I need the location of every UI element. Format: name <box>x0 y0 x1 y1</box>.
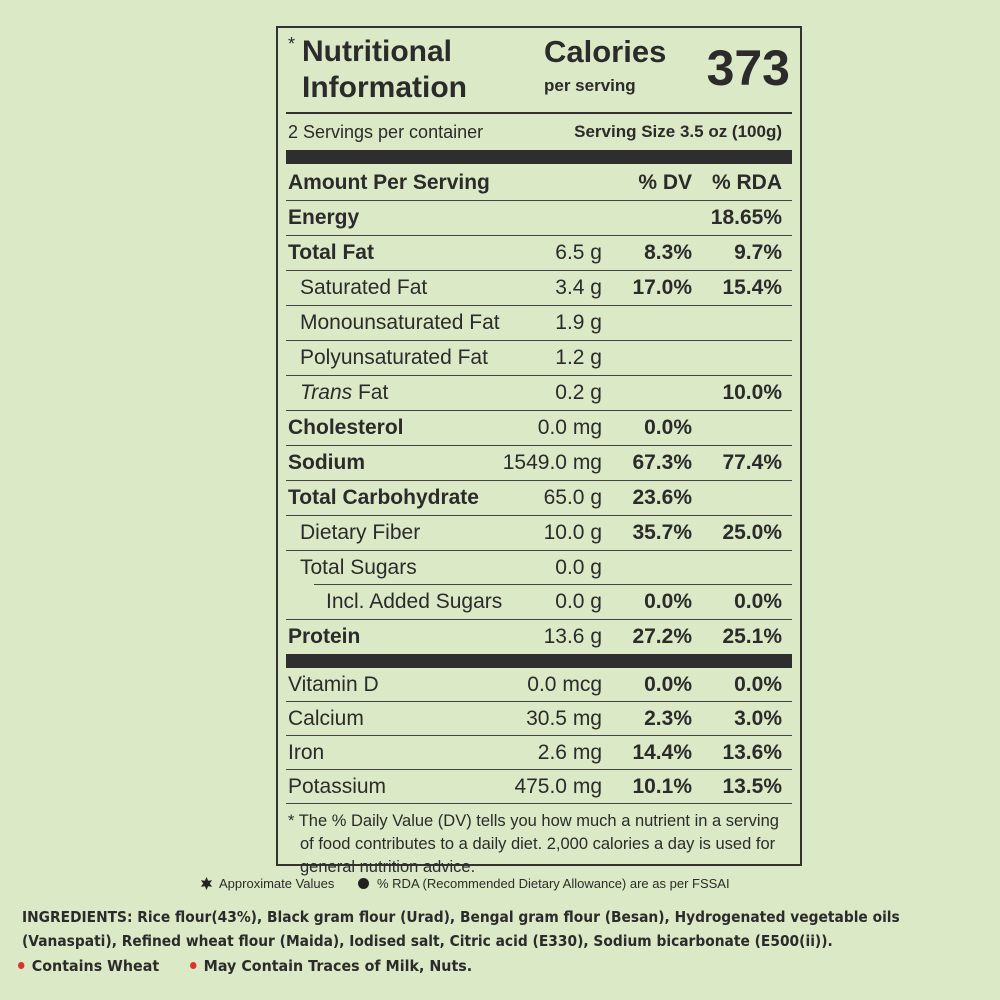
nutrient-row-dietary-fiber: Dietary Fiber 10.0 g 35.7% 25.0% <box>286 516 792 551</box>
label-header: * Nutritional Information Calories per s… <box>286 28 792 112</box>
bullet-icon <box>358 878 369 889</box>
six-point-star-icon <box>200 877 213 890</box>
calories-label: Calories <box>544 34 667 69</box>
allergen-item: Contains Wheat <box>18 957 159 975</box>
allergen-item: May Contain Traces of Milk, Nuts. <box>189 957 472 975</box>
serving-size: Serving Size 3.5 oz (100g) <box>574 122 782 141</box>
vitamin-row-iron: Iron 2.6 mg 14.4% 13.6% <box>286 736 792 770</box>
calories-subtitle: per serving <box>544 76 636 95</box>
nutrient-row-cholesterol: Cholesterol 0.0 mg 0.0% <box>286 411 792 446</box>
thick-divider-vitamins <box>286 654 792 668</box>
nutrition-label: * Nutritional Information Calories per s… <box>276 26 802 876</box>
vitamin-row-calcium: Calcium 30.5 mg 2.3% 3.0% <box>286 702 792 736</box>
serving-info: 2 Servings per container Serving Size 3.… <box>286 112 792 150</box>
dv-footnote: * The % Daily Value (DV) tells you how m… <box>288 812 779 876</box>
label-title: Nutritional Information <box>302 35 467 104</box>
nutrient-row-trans-fat: Trans Fat 0.2 g 10.0% <box>286 376 792 411</box>
vitamin-row-vitamin-d: Vitamin D 0.0 mcg 0.0% 0.0% <box>286 668 792 702</box>
column-header-row: Amount Per Serving % DV % RDA <box>286 164 792 201</box>
vitamin-row-potassium: Potassium 475.0 mg 10.1% 13.5% <box>286 770 792 804</box>
legend-rda: % RDA (Recommended Dietary Allowance) ar… <box>358 876 730 891</box>
calories-value: 373 <box>706 40 790 96</box>
nutrient-row-protein: Protein 13.6 g 27.2% 25.1% <box>288 625 782 648</box>
nutrient-row-sodium: Sodium 1549.0 mg 67.3% 77.4% <box>286 446 792 481</box>
dv-column-header: % DV <box>638 171 692 194</box>
legend-approx: Approximate Values <box>200 876 334 891</box>
red-bullet-icon <box>189 962 197 969</box>
nutrient-row-total-sugars: Total Sugars 0.0 g <box>286 551 792 585</box>
nutrient-row-total-carbohydrate: Total Carbohydrate 65.0 g 23.6% <box>286 481 792 516</box>
ingredients-text: INGREDIENTS: Rice flour(43%), Black gram… <box>22 908 900 950</box>
amount-per-serving-label: Amount Per Serving <box>288 171 490 194</box>
thick-divider <box>286 150 792 164</box>
nutrient-row-polyunsaturated-fat: Polyunsaturated Fat 1.2 g <box>286 341 792 376</box>
allergen-info: Contains Wheat May Contain Traces of Mil… <box>18 957 498 975</box>
nutrient-row-total-fat: Total Fat 6.5 g 8.3% 9.7% <box>286 236 792 271</box>
legend: Approximate Values % RDA (Recommended Di… <box>200 876 750 891</box>
red-bullet-icon <box>18 962 25 969</box>
nutrient-row-monounsaturated-fat: Monounsaturated Fat 1.9 g <box>286 306 792 341</box>
nutrient-row-energy: Energy 18.65% <box>286 201 792 236</box>
nutrient-row-saturated-fat: Saturated Fat 3.4 g 17.0% 15.4% <box>286 271 792 306</box>
rda-column-header: % RDA <box>711 171 782 194</box>
nutrient-row-added-sugars: Incl. Added Sugars 0.0 g 0.0% 0.0% <box>286 585 792 620</box>
servings-per-container: 2 Servings per container <box>288 122 484 142</box>
star-icon: * <box>288 34 296 54</box>
